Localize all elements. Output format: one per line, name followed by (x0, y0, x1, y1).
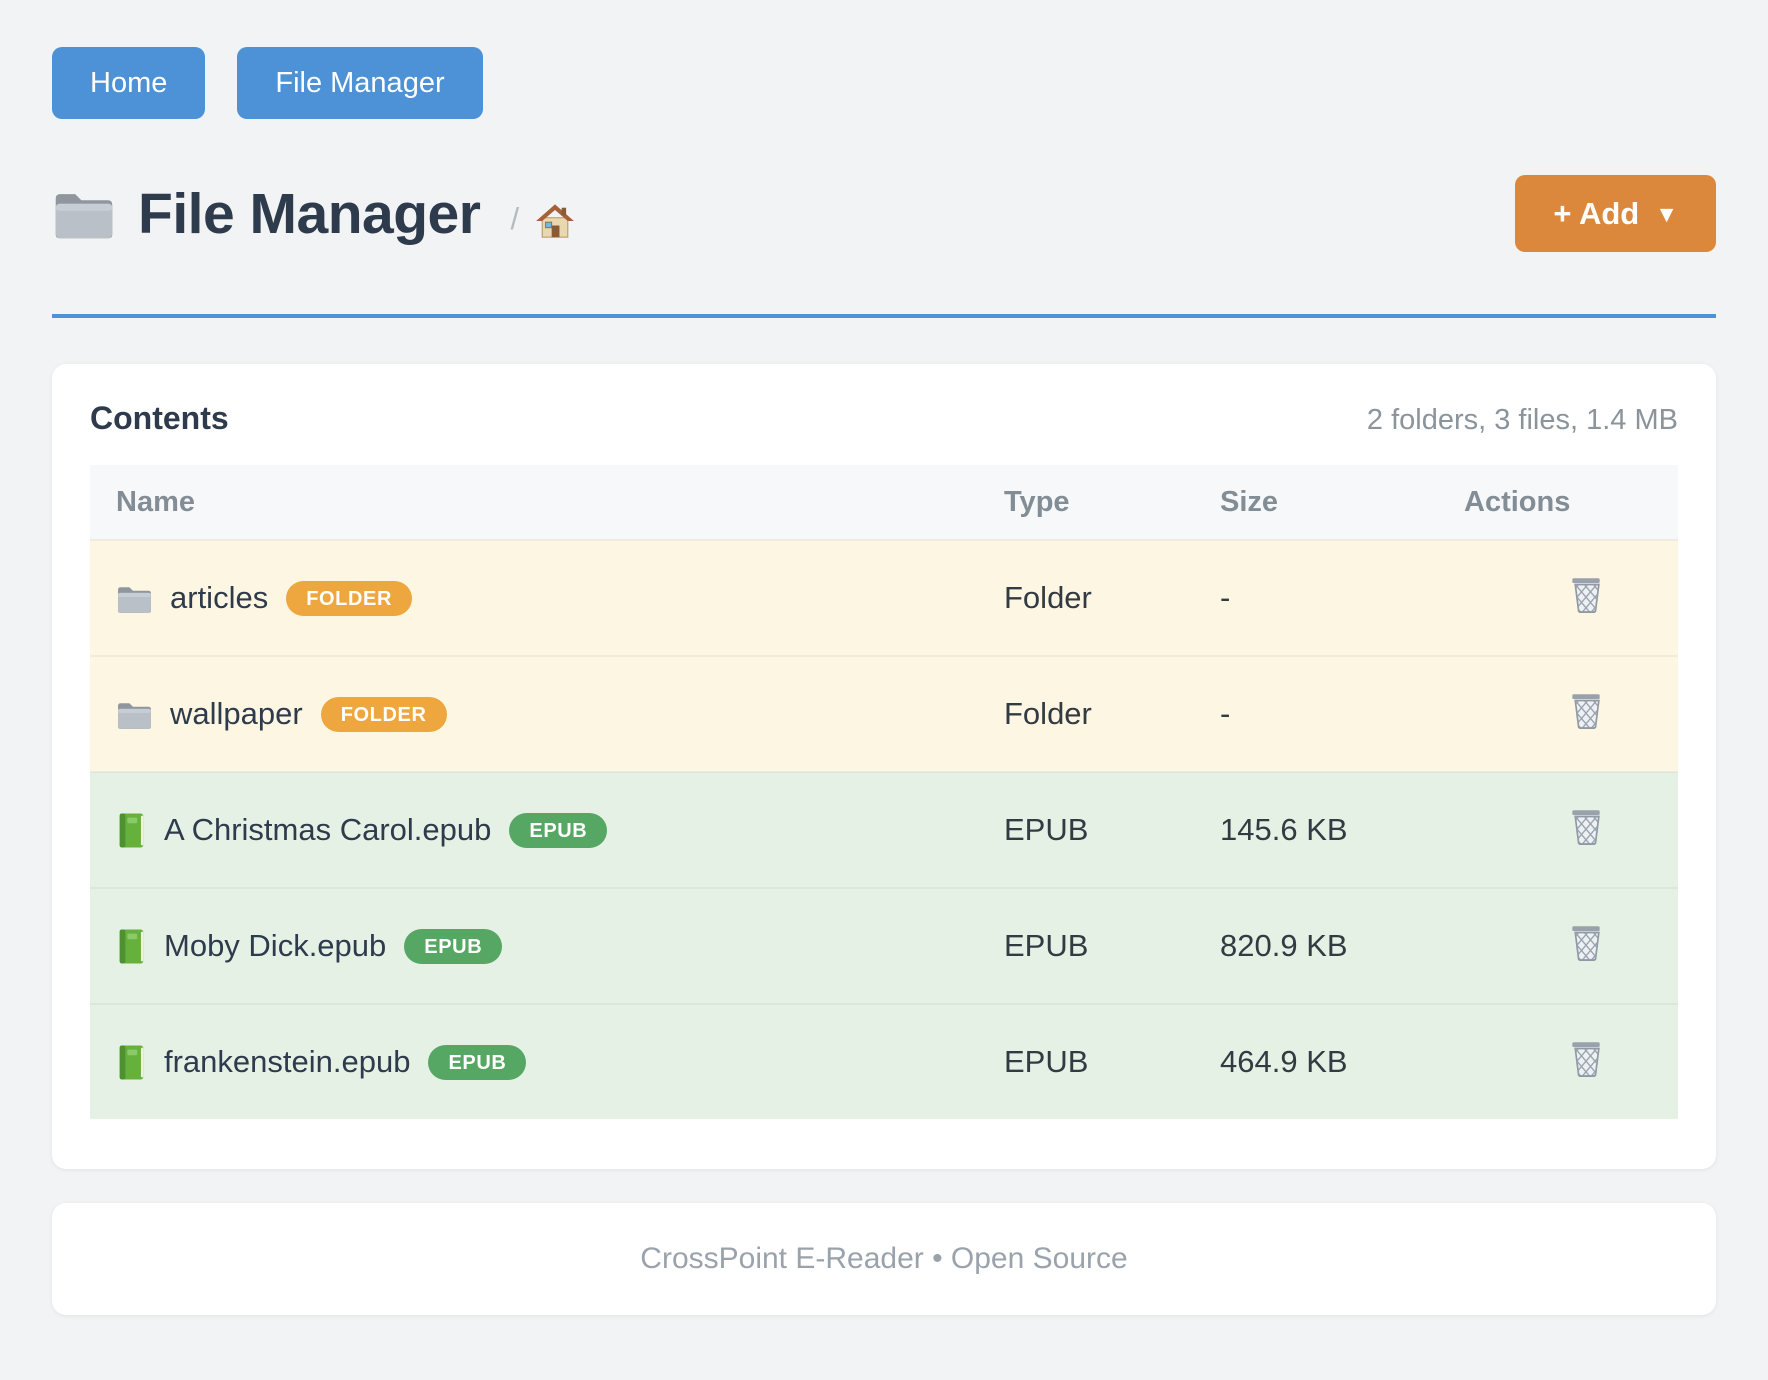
breadcrumb-separator: / (510, 200, 520, 236)
column-header-name: Name (90, 465, 1004, 540)
delete-button[interactable] (1568, 922, 1604, 962)
file-name[interactable]: wallpaper (170, 696, 303, 731)
table-body: articles FOLDER Folder - (90, 539, 1678, 1119)
page: Home File Manager File Manager / + Add ▼ (52, 0, 1716, 1315)
contents-card: Contents 2 folders, 3 files, 1.4 MB Name… (52, 364, 1716, 1169)
delete-button[interactable] (1568, 806, 1604, 846)
column-header-size: Size (1220, 465, 1464, 540)
file-table: Name Type Size Actions articles FOLDER F… (90, 465, 1678, 1119)
name-cell: Moby Dick.epub EPUB (90, 889, 1004, 1003)
column-header-type: Type (1004, 465, 1220, 540)
type-badge: EPUB (509, 812, 608, 848)
file-name[interactable]: frankenstein.epub (164, 1044, 411, 1079)
size-cell: - (1220, 655, 1464, 772)
home-icon[interactable] (535, 202, 575, 239)
size-cell: 145.6 KB (1220, 771, 1464, 888)
contents-summary: 2 folders, 3 files, 1.4 MB (1366, 404, 1678, 436)
trash-icon (1572, 926, 1600, 961)
footer: CrossPoint E-Reader • Open Source (52, 1203, 1716, 1315)
table-row[interactable]: A Christmas Carol.epub EPUB EPUB 145.6 K… (90, 771, 1678, 888)
file-name[interactable]: Moby Dick.epub (164, 928, 387, 963)
name-cell: A Christmas Carol.epub EPUB (90, 773, 1004, 887)
add-button-label: + Add (1553, 195, 1640, 231)
table-row[interactable]: articles FOLDER Folder - (90, 539, 1678, 656)
trash-icon (1572, 810, 1600, 845)
actions-cell (1464, 771, 1678, 888)
folder-icon (118, 702, 151, 729)
top-nav: Home File Manager (52, 0, 1716, 119)
size-cell: - (1220, 539, 1464, 656)
card-title: Contents (90, 400, 229, 436)
actions-cell (1464, 1003, 1678, 1119)
file-name[interactable]: articles (170, 580, 269, 615)
type-cell: Folder (1004, 655, 1220, 772)
title-group: File Manager / (52, 181, 575, 247)
actions-cell (1464, 887, 1678, 1004)
trash-icon (1572, 694, 1600, 729)
size-cell: 820.9 KB (1220, 887, 1464, 1004)
title-divider (52, 314, 1716, 318)
file-name[interactable]: A Christmas Carol.epub (164, 812, 492, 847)
folder-icon (55, 194, 113, 239)
type-badge: FOLDER (286, 580, 413, 616)
trash-icon (1572, 578, 1600, 613)
green-book-icon (119, 929, 144, 963)
table-head: Name Type Size Actions (90, 465, 1678, 540)
name-cell: wallpaper FOLDER (90, 657, 1004, 771)
file-manager-button[interactable]: File Manager (237, 47, 483, 119)
size-cell: 464.9 KB (1220, 1003, 1464, 1119)
footer-text: CrossPoint E-Reader • Open Source (640, 1242, 1128, 1275)
home-button[interactable]: Home (52, 47, 206, 119)
folder-icon (118, 586, 151, 613)
actions-cell (1464, 655, 1678, 772)
table-row[interactable]: wallpaper FOLDER Folder - (90, 655, 1678, 772)
type-badge: EPUB (404, 928, 503, 964)
green-book-icon (119, 813, 144, 847)
delete-button[interactable] (1568, 574, 1604, 614)
page-title: File Manager (138, 181, 481, 246)
table-header-row: Name Type Size Actions (90, 465, 1678, 540)
page-header: File Manager / + Add ▼ (52, 175, 1716, 252)
name-cell: articles FOLDER (90, 541, 1004, 655)
type-cell: Folder (1004, 539, 1220, 656)
column-header-actions: Actions (1464, 465, 1678, 540)
type-badge: EPUB (428, 1044, 527, 1080)
type-cell: EPUB (1004, 771, 1220, 888)
delete-button[interactable] (1568, 690, 1604, 730)
table-row[interactable]: frankenstein.epub EPUB EPUB 464.9 KB (90, 1003, 1678, 1119)
green-book-icon (119, 1045, 144, 1079)
actions-cell (1464, 539, 1678, 656)
trash-icon (1572, 1042, 1600, 1077)
name-cell: frankenstein.epub EPUB (90, 1005, 1004, 1119)
table-row[interactable]: Moby Dick.epub EPUB EPUB 820.9 KB (90, 887, 1678, 1004)
type-cell: EPUB (1004, 887, 1220, 1004)
add-button[interactable]: + Add ▼ (1515, 175, 1716, 252)
type-badge: FOLDER (320, 696, 447, 732)
card-header: Contents 2 folders, 3 files, 1.4 MB (90, 400, 1678, 437)
type-cell: EPUB (1004, 1003, 1220, 1119)
delete-button[interactable] (1568, 1038, 1604, 1078)
chevron-down-icon: ▼ (1655, 201, 1678, 227)
